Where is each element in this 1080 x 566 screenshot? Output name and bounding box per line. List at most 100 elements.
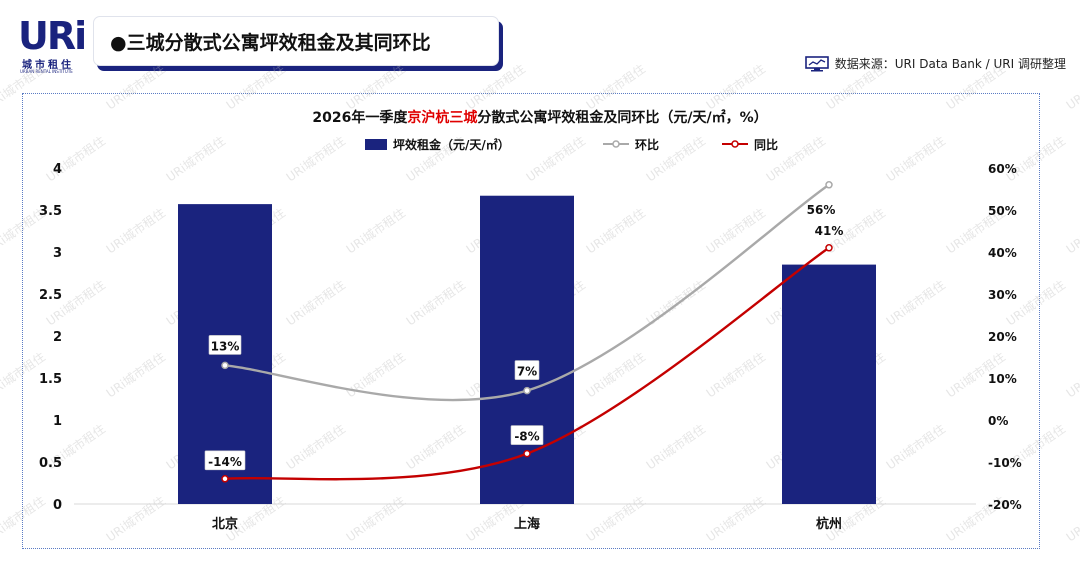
y2-tick-label: 20% (988, 330, 1017, 344)
data-label-box (204, 450, 246, 471)
watermark: URi城市租住 (1063, 205, 1080, 257)
watermark: URi城市租住 (343, 493, 408, 545)
watermark: URi城市租住 (103, 349, 168, 401)
legend-bar-label: 坪效租金（元/天/㎡） (393, 137, 510, 152)
x-tick-label: 杭州 (816, 516, 842, 532)
watermark: URi城市租住 (1063, 349, 1080, 401)
chart-title-part: 2026年一季度 (312, 109, 408, 126)
chart-legend: 坪效租金（元/天/㎡） 环比 同比 (365, 137, 778, 152)
y-tick-label: 0 (53, 498, 62, 513)
bar (782, 264, 876, 504)
y-axis-right: -20% -10% 0% 10% 20% 30% 40% 50% 60% (988, 162, 1022, 512)
tb-data-label: 41% (815, 224, 844, 238)
monitor-chart-icon (804, 55, 829, 71)
chart-title: 2026年一季度京沪杭三城分散式公寓坪效租金及同环比（元/天/㎡，%） (312, 109, 767, 126)
watermark: URi城市租住 (283, 133, 348, 185)
data-label-box (510, 425, 544, 445)
watermark: URi城市租住 (403, 421, 468, 473)
watermark: URi城市租住 (0, 493, 48, 545)
hb-data-label: 7% (517, 365, 537, 379)
hb-data-label: 56% (807, 203, 836, 217)
y-tick-label: 2.5 (39, 288, 62, 303)
data-label-box (208, 335, 242, 355)
hb-point (825, 181, 833, 189)
x-tick-label: 北京 (212, 516, 238, 532)
y2-tick-label: 40% (988, 246, 1017, 260)
watermark: URi城市租住 (883, 277, 948, 329)
watermark: URi城市租住 (463, 61, 528, 113)
y2-tick-label: -20% (988, 498, 1022, 512)
watermark: URi城市租住 (883, 133, 948, 185)
page-title-box: ●三城分散式公寓坪效租金及其同环比 (93, 16, 499, 66)
watermark: URi城市租住 (823, 61, 888, 113)
y2-tick-label: 30% (988, 288, 1017, 302)
data-source: 数据来源：URI Data Bank / URI 调研整理 (804, 55, 1066, 72)
watermark: URi城市租住 (103, 493, 168, 545)
y-axis-left: 0 0.5 1 1.5 2 2.5 3 3.5 4 (39, 162, 62, 513)
watermark: URi城市租住 (163, 133, 228, 185)
tb-data-label: -14% (208, 455, 242, 469)
data-label-box (514, 360, 540, 380)
hb-point (221, 361, 229, 370)
watermark: URi城市租住 (283, 421, 348, 473)
watermark: URi城市租住 (1003, 133, 1068, 185)
y2-tick-label: -10% (988, 456, 1022, 470)
chart-frame (22, 93, 1040, 549)
tb-point (825, 244, 833, 252)
watermark: URi城市租住 (883, 421, 948, 473)
logo-english-name: URBAN RENTAL INSTITUTE (20, 69, 73, 74)
x-axis: 北京 上海 杭州 (212, 516, 842, 532)
hb-data-label: 13% (211, 339, 240, 353)
tb-point (221, 475, 229, 483)
watermark: URi城市租住 (103, 61, 168, 113)
watermark: URi城市租住 (223, 61, 288, 113)
watermark: URi城市租住 (943, 61, 1008, 113)
watermark: URi城市租住 (643, 421, 708, 473)
y-tick-label: 4 (53, 162, 62, 177)
y2-tick-label: 50% (988, 204, 1017, 218)
legend-hb-label: 环比 (635, 137, 659, 152)
line-series: 13% 7% 56% -14% -8% 41% (204, 181, 844, 483)
bar (480, 195, 574, 504)
y-tick-label: 1.5 (39, 372, 62, 387)
y2-tick-label: 60% (988, 162, 1017, 176)
page-title: ●三城分散式公寓坪效租金及其同环比 (110, 32, 431, 54)
watermark: URi城市租住 (583, 205, 648, 257)
watermark: URi城市租住 (583, 493, 648, 545)
x-tick-label: 上海 (514, 516, 540, 532)
watermark: URi城市租住 (703, 205, 768, 257)
legend-bar-swatch (365, 139, 387, 150)
watermark: URi城市租住 (703, 61, 768, 113)
y2-tick-label: 10% (988, 372, 1017, 386)
watermark: URi城市租住 (0, 61, 48, 113)
legend-tb-label: 同比 (754, 137, 778, 152)
watermark: URi城市租住 (403, 277, 468, 329)
watermark: URi城市租住 (1003, 277, 1068, 329)
y-tick-label: 0.5 (39, 456, 62, 471)
legend-hb-marker (612, 140, 620, 148)
watermark: URi城市租住 (583, 349, 648, 401)
chart-title-part: 分散式公寓坪效租金及同环比（元/天/㎡，%） (477, 109, 767, 126)
y-tick-label: 1 (53, 414, 62, 429)
watermark: URi城市租住 (343, 205, 408, 257)
watermark: URi城市租住 (703, 349, 768, 401)
watermark: URi城市租住 (1063, 493, 1080, 545)
y2-tick-label: 0% (988, 414, 1008, 428)
logo-chinese-name: 城市租住 (22, 60, 74, 71)
tb-point (523, 449, 531, 458)
logo-mark: URi (18, 14, 87, 58)
tb-data-label: -8% (514, 430, 539, 444)
hb-point (523, 386, 531, 395)
watermark: URi城市租住 (523, 133, 588, 185)
logo: URi 城市租住 URBAN RENTAL INSTITUTE (18, 14, 88, 76)
y-tick-label: 2 (53, 330, 62, 345)
watermark: URi城市租住 (343, 61, 408, 113)
watermark: URi城市租住 (703, 493, 768, 545)
watermark: URi城市租住 (583, 61, 648, 113)
watermark: URi城市租住 (103, 205, 168, 257)
watermark: URi城市租住 (1063, 61, 1080, 113)
y-tick-label: 3 (53, 246, 62, 261)
chart-title-part: 京沪杭三城 (407, 109, 477, 126)
watermark: URi城市租住 (283, 277, 348, 329)
